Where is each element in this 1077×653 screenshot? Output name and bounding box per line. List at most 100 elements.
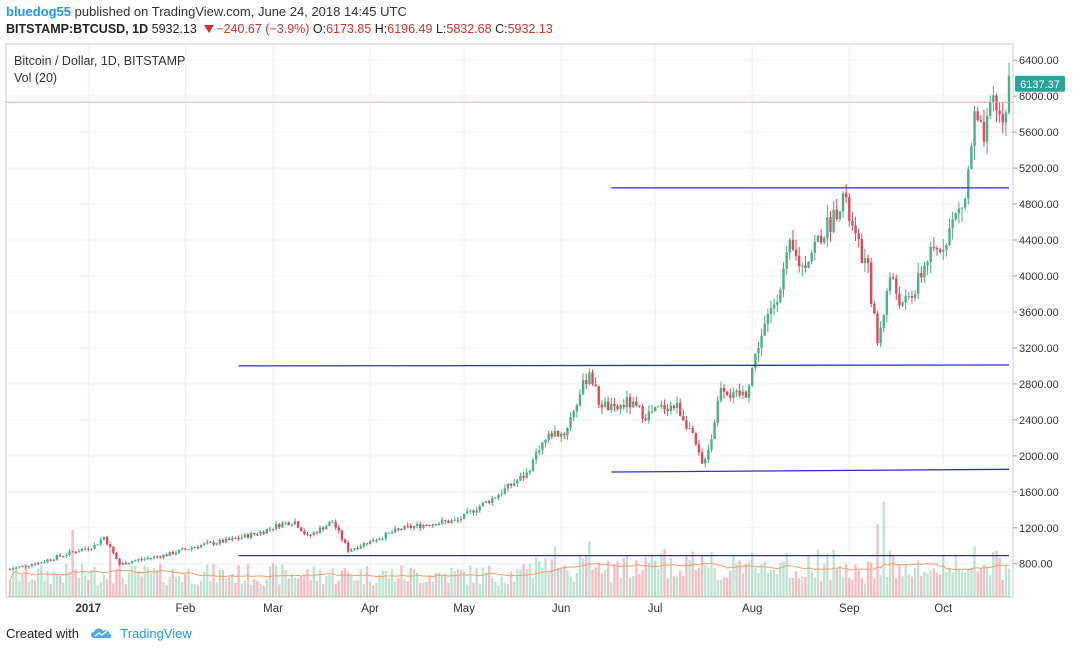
candle-body: [541, 442, 544, 451]
candle-body: [575, 405, 579, 412]
candle-body: [910, 296, 914, 298]
volume-bar: [844, 564, 848, 597]
candle-body: [672, 405, 676, 408]
price-tick-label: 5600.00: [1019, 127, 1059, 139]
candle-body: [43, 561, 46, 563]
candle-body: [826, 217, 829, 239]
volume-bar: [224, 578, 228, 597]
volume-bar: [848, 578, 851, 597]
volume-bar: [237, 565, 240, 597]
volume-ma-line: [9, 562, 1010, 581]
volume-bar: [929, 570, 932, 597]
candle-body: [585, 380, 588, 384]
candle-body: [425, 525, 428, 527]
candle-body: [685, 420, 688, 429]
price-chart[interactable]: 6400.00 6000.00 5600.00 5200.00 4800.00 4400.…: [0, 0, 1077, 620]
volume-bar: [105, 579, 109, 597]
volume-bar: [954, 556, 957, 597]
last-price-badge-text: 6137.37: [1020, 79, 1060, 91]
candle-body: [127, 563, 131, 565]
candle-body: [995, 95, 998, 111]
volume-bar: [212, 564, 215, 597]
candle-body: [513, 483, 516, 486]
volume-bar: [553, 546, 557, 597]
candle-body: [876, 313, 879, 344]
volume-bar: [137, 570, 140, 597]
volume-bar: [735, 564, 738, 597]
price-axis: 6400.00 6000.00 5600.00 5200.00 4800.00 4400.…: [1013, 55, 1059, 571]
volume-bar: [199, 580, 203, 597]
candle-body: [660, 404, 663, 407]
candle-body: [481, 502, 485, 507]
volume-bar: [462, 571, 466, 597]
volume-bar: [669, 558, 672, 597]
candle-body: [907, 296, 910, 298]
candle-body: [888, 277, 892, 291]
candle-body: [870, 262, 873, 304]
volume-bar: [716, 579, 719, 597]
volume-bar: [278, 584, 281, 597]
time-axis: 2017 Feb Mar Apr May Jun Jul Aug Sep Oct: [75, 603, 952, 615]
candle-body: [741, 391, 744, 396]
volume-bar: [49, 583, 52, 597]
candle-body: [390, 532, 394, 534]
volume-bar: [882, 501, 885, 597]
volume-bar: [121, 577, 124, 597]
volume-bar: [688, 559, 691, 597]
volume-bar: [782, 561, 785, 597]
candle-body: [155, 556, 159, 558]
candle-body: [866, 258, 870, 263]
high-label: H:: [374, 22, 388, 36]
volume-bar: [757, 573, 760, 597]
volume-bar: [340, 570, 344, 597]
volume-bar: [87, 579, 90, 597]
candle-body: [118, 559, 121, 565]
candle-body: [102, 536, 106, 540]
candle-body: [578, 394, 582, 406]
tradingview-brand-link[interactable]: TradingView: [120, 626, 192, 641]
price-tick-label: 2400.00: [1019, 415, 1059, 427]
candle-body: [713, 422, 716, 440]
candle-body: [556, 430, 560, 437]
volume-bar: [431, 581, 434, 597]
author-link[interactable]: bluedog55: [6, 4, 72, 19]
trend-lines[interactable]: [238, 187, 1010, 557]
volume-bar: [578, 555, 582, 597]
candle-body: [27, 566, 30, 568]
volume-bar: [419, 583, 422, 597]
candle-body: [970, 146, 973, 170]
candle-body: [475, 510, 478, 513]
volume-bar: [891, 555, 895, 597]
candle-body: [444, 520, 447, 522]
volume-bar: [970, 567, 973, 597]
volume-bar: [697, 567, 701, 597]
price-tick-label: 1600.00: [1019, 487, 1059, 499]
candle-body: [368, 540, 372, 545]
candle-body: [772, 304, 776, 309]
volume-bar: [293, 577, 297, 597]
time-tick-label: Feb: [175, 603, 195, 615]
volume-bar: [685, 554, 688, 597]
volume-bar: [187, 569, 190, 597]
candle-body: [224, 538, 228, 543]
volume-bar: [21, 574, 24, 597]
candle-body: [412, 526, 416, 528]
candle-body: [422, 525, 425, 528]
candle-body: [49, 559, 52, 561]
volume-bar: [268, 566, 272, 597]
volume-bar: [444, 573, 447, 597]
grid: [6, 44, 1013, 597]
candle-body: [8, 569, 12, 571]
candle-body: [722, 387, 726, 392]
volume-bar: [271, 563, 275, 597]
candle-body: [873, 303, 876, 314]
candle-body: [259, 531, 262, 535]
volume-bar: [11, 566, 15, 597]
candle-body: [491, 497, 494, 503]
volume-bar: [487, 565, 491, 597]
trend-line: [611, 468, 1010, 473]
candle-body: [253, 533, 256, 535]
candle-body: [923, 265, 926, 278]
candle-body: [594, 384, 597, 387]
candle-body: [832, 209, 835, 232]
